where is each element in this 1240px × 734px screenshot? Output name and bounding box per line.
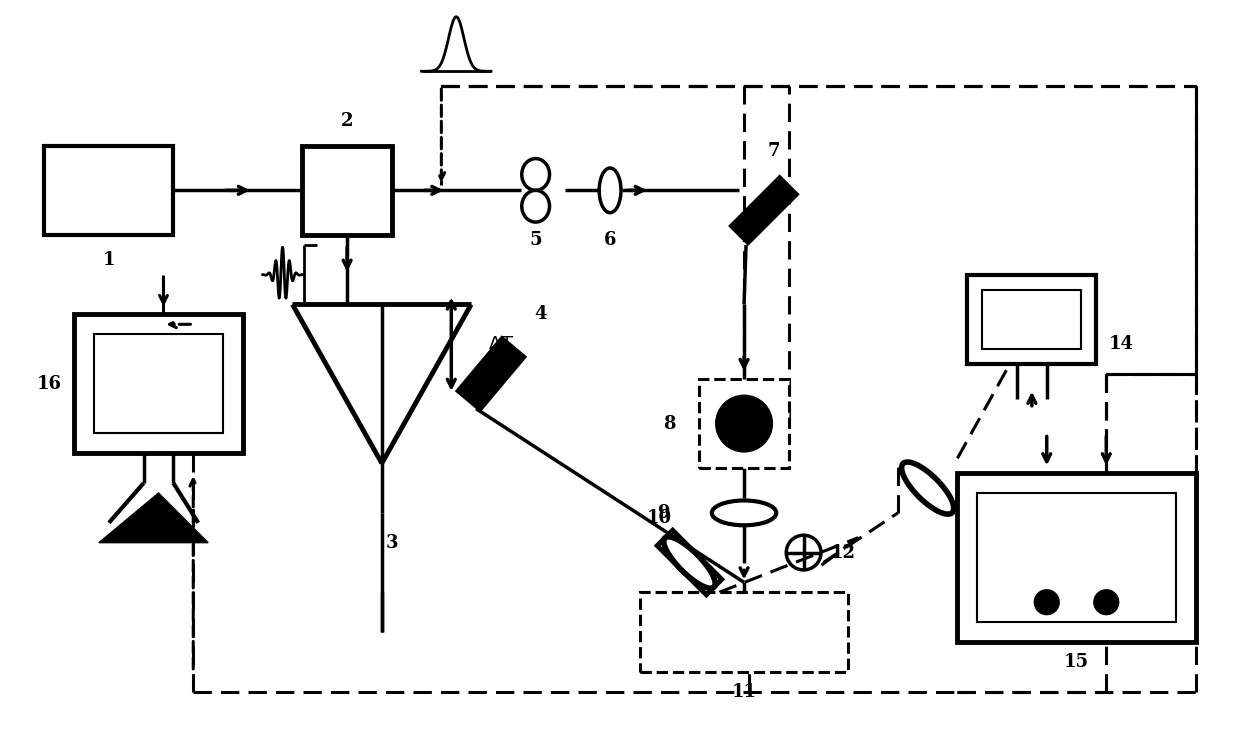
- Text: $\Delta T$: $\Delta T$: [487, 335, 515, 353]
- Text: 5: 5: [529, 231, 542, 249]
- Text: 11: 11: [732, 683, 756, 700]
- Text: 9: 9: [658, 504, 671, 522]
- Text: 1: 1: [103, 251, 115, 269]
- Text: 3: 3: [386, 534, 398, 552]
- Polygon shape: [99, 493, 208, 542]
- Text: 16: 16: [37, 375, 62, 393]
- Text: 12: 12: [831, 544, 856, 562]
- Polygon shape: [730, 177, 797, 244]
- Bar: [699, 379, 789, 468]
- Bar: [640, 592, 848, 672]
- Text: 2: 2: [341, 112, 353, 130]
- Text: 15: 15: [1064, 653, 1089, 671]
- Bar: [45, 145, 174, 235]
- Text: 14: 14: [1109, 335, 1133, 353]
- Bar: [957, 473, 1195, 642]
- Text: 4: 4: [534, 305, 547, 324]
- Bar: [982, 290, 1081, 349]
- Text: 7: 7: [768, 142, 780, 160]
- Bar: [303, 145, 392, 235]
- Text: 6: 6: [604, 231, 616, 249]
- Text: 10: 10: [647, 509, 672, 527]
- Ellipse shape: [1094, 590, 1118, 614]
- Text: 8: 8: [663, 415, 676, 432]
- Text: 13: 13: [960, 484, 985, 502]
- Bar: [74, 314, 243, 454]
- Bar: [977, 493, 1176, 622]
- Bar: [94, 334, 223, 434]
- Ellipse shape: [1034, 590, 1059, 614]
- Polygon shape: [458, 338, 525, 410]
- Bar: [967, 275, 1096, 364]
- Ellipse shape: [717, 396, 771, 451]
